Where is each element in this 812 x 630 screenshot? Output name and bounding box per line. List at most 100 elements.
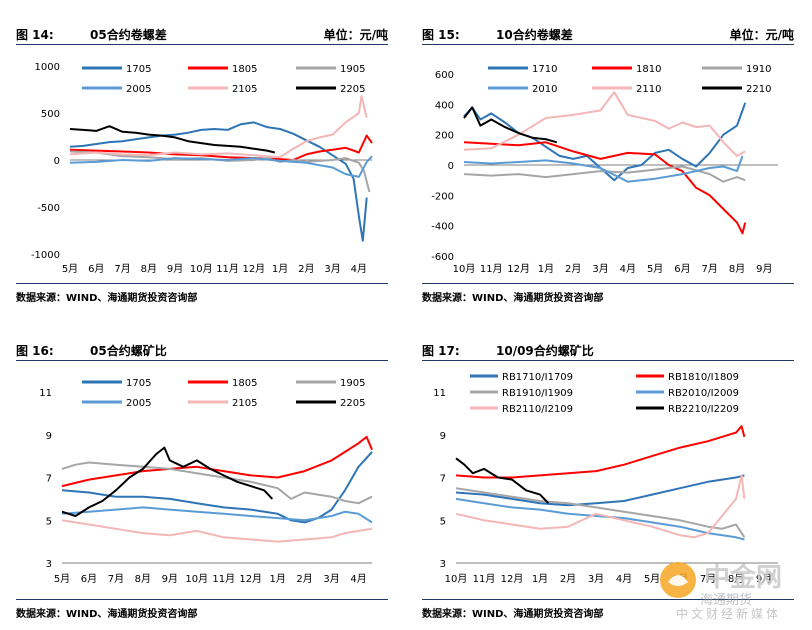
x-tick-label: 11月 (212, 573, 235, 585)
x-tick-label: 10月 (453, 263, 476, 275)
y-tick-label: -400 (431, 222, 454, 233)
figure-15-title: 10合约卷螺差 (496, 28, 573, 42)
x-tick-label: 6月 (81, 573, 97, 585)
x-tick-label: 12月 (507, 263, 530, 275)
legend-label: 2005 (126, 84, 151, 95)
watermark-sub: 中文财经新媒体 (676, 606, 781, 621)
figure-14-panel: 图 14: 05合约卷螺差 单位：元/吨 1000 500 0 -500 -1000 5月… (0, 0, 400, 310)
x-tick-label: 12月 (242, 263, 265, 275)
x-tick-label: 1月 (538, 263, 554, 275)
series-line-1805 (69, 134, 373, 161)
x-tick-label: 11月 (216, 263, 239, 275)
x-tick-label: 9月 (162, 573, 178, 585)
y-tick-label: 0 (448, 161, 454, 172)
figure-17-title: 10/09合约螺矿比 (496, 344, 594, 358)
watermark-brand: 中金网 (704, 562, 782, 593)
x-tick-label: 1月 (532, 573, 548, 585)
series-line-2005 (69, 155, 373, 178)
legend-label: 1705 (126, 64, 151, 75)
figure-14-unit: 单位：元/吨 (323, 28, 388, 42)
x-tick-label: 9月 (756, 573, 772, 585)
x-tick-label: 1月 (269, 573, 285, 585)
y-tick-label: 5 (46, 516, 52, 527)
series-line-RB2110-I2109 (455, 474, 746, 539)
x-tick-label: 8月 (729, 263, 745, 275)
series-line-RB1710-I1709 (455, 474, 745, 507)
x-tick-label: 2月 (565, 263, 581, 275)
x-tick-label: 3月 (588, 573, 604, 585)
figure-14-title: 05合约卷螺差 (90, 28, 167, 42)
legend-label: 2210 (746, 84, 771, 95)
y-tick-label: 9 (46, 431, 52, 442)
series-line-RB2210-I2209 (455, 457, 550, 504)
figure-17-number: 图 17: (422, 344, 460, 358)
legend-label: 2110 (636, 84, 661, 95)
series-line-1810 (463, 141, 747, 235)
legend-label: 1905 (340, 378, 365, 389)
x-tick-label: 3月 (324, 263, 340, 275)
y-tick-label: 7 (46, 474, 52, 485)
series-line-2210 (463, 106, 558, 144)
x-tick-label: 5月 (644, 573, 660, 585)
figure-16-source: 数据来源：WIND、海通期货投资咨询部 (16, 599, 388, 627)
series-line-2005 (61, 506, 373, 524)
legend-label: 1705 (126, 378, 151, 389)
legend-label: RB1810/I1809 (668, 372, 739, 383)
legend-label: 2005 (126, 398, 151, 409)
figure-14-header: 图 14: 05合约卷螺差 单位：元/吨 (16, 22, 388, 45)
x-tick-label: 3月 (592, 263, 608, 275)
figure-15-header: 图 15: 10合约卷螺差 单位：元/吨 (422, 22, 794, 45)
x-tick-label: 5月 (54, 573, 70, 585)
x-tick-label: 2月 (560, 573, 576, 585)
x-tick-label: 7月 (700, 573, 716, 585)
y-tick-label: 7 (440, 474, 446, 485)
figure-16-header: 图 16: 05合约螺矿比 (16, 338, 388, 361)
watermark-partner: 海通期货 (700, 592, 752, 608)
figure-17-header: 图 17: 10/09合约螺矿比 (422, 338, 794, 361)
y-tick-label: 0 (54, 156, 60, 167)
x-tick-label: 5月 (62, 263, 78, 275)
legend-label: 2205 (340, 398, 365, 409)
x-tick-label: 12月 (239, 573, 262, 585)
x-tick-label: 8月 (135, 573, 151, 585)
x-tick-label: 4月 (620, 263, 636, 275)
series-line-2010 (463, 155, 744, 183)
legend-label: RB2110/I2109 (502, 404, 573, 415)
figure-15-source: 数据来源：WIND、海通期货投资咨询部 (422, 283, 794, 311)
series-line-1705 (69, 121, 368, 242)
y-tick-label: 9 (440, 431, 446, 442)
figure-16-chart: 11 9 7 5 35月 6月 7月 8月 9月 10月 11月 12月 1月 2月 3月 4月 1705 180… (39, 378, 373, 585)
y-tick-label: 5 (440, 516, 446, 527)
series-line-1905 (61, 461, 373, 505)
x-tick-label: 11月 (480, 263, 503, 275)
figure-14-number: 图 14: (16, 28, 54, 42)
y-tick-label: 1000 (35, 62, 60, 73)
x-tick-label: 4月 (351, 263, 367, 275)
y-tick-label: 600 (435, 70, 454, 81)
figure-16-panel: 图 16: 05合约螺矿比 11 9 7 5 3 5月 6月 7月 8月 9月 10月 11月 12月 1… (0, 316, 400, 626)
series-line-2105 (61, 519, 373, 543)
legend-label: RB1910/I1909 (502, 388, 573, 399)
figure-16-number: 图 16: (16, 344, 54, 358)
legend-label: 1805 (232, 64, 257, 75)
series-line-1705 (61, 451, 373, 524)
figure-17-source: 数据来源：WIND、海通期货投资咨询部 (422, 599, 794, 627)
x-tick-label: 3月 (323, 573, 339, 585)
watermark-logo: 中金网 中文财经新媒体 海通期货 (656, 552, 806, 626)
y-tick-label: -200 (431, 191, 454, 202)
y-tick-label: 500 (41, 109, 60, 120)
figure-15-panel: 图 15: 10合约卷螺差 单位：元/吨 600 400 200 0 -200 -400 -… (406, 0, 806, 310)
legend-label: 2105 (232, 398, 257, 409)
y-tick-label: 11 (39, 388, 52, 399)
legend-label: 2010 (532, 84, 557, 95)
series-line-RB1810-I1809 (455, 425, 746, 479)
y-tick-label: 3 (440, 559, 446, 570)
figure-16-title: 05合约螺矿比 (90, 344, 167, 358)
y-tick-label: 11 (433, 388, 446, 399)
x-tick-label: 4月 (616, 573, 632, 585)
x-tick-label: 10月 (445, 573, 468, 585)
x-tick-label: 12月 (501, 573, 524, 585)
figure-17-chart: 11975310月11月12月1月2月3月4月5月6月7月8月9月RB1710/… (433, 372, 778, 585)
series-line-RB2010-I2009 (455, 497, 745, 541)
